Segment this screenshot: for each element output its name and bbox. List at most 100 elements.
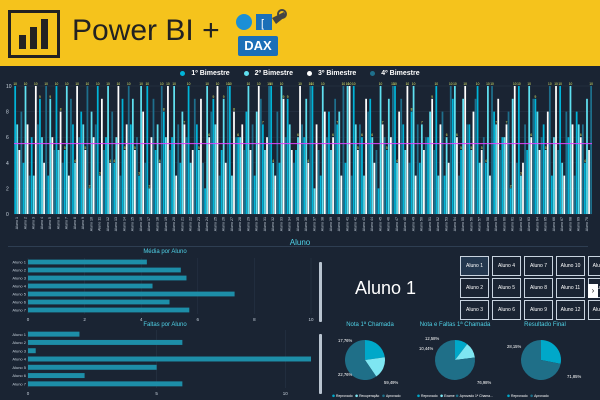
first-call-grade-absences-pie-chart[interactable]: 10,44% 12,58% 76,98% Reprovado Exame Aprovado… [415, 328, 505, 400]
pie-slice-2 [521, 340, 561, 380]
bar-3-47 [398, 111, 401, 214]
bar-1-44 [369, 98, 372, 214]
pie-slice-1 [365, 340, 385, 360]
bar-3-13 [117, 86, 120, 214]
data-label: 10 [463, 82, 467, 86]
bar-2-40 [338, 111, 341, 214]
slicer-button[interactable]: Aluno 11 [556, 278, 585, 298]
x-tick-label: Aluno 62 [519, 217, 523, 231]
avg-chart-scrollbar[interactable] [319, 262, 322, 322]
bar-2-52 [437, 175, 440, 214]
bar-4-58 [491, 86, 493, 214]
banner: Power BI + [ DAX [0, 0, 600, 66]
bar-2-49 [412, 86, 415, 214]
y-tick-label: Aluno 6 [12, 300, 26, 305]
data-label: 6 [237, 133, 239, 137]
legend-item-2[interactable]: 2º Bimestre [241, 70, 296, 77]
pie-legend-dot [507, 394, 510, 398]
bar-3-46 [390, 137, 392, 214]
bar-4-52 [441, 111, 444, 214]
bar-2-19 [164, 137, 167, 214]
data-label: 10 [490, 82, 494, 86]
final-result-pie-chart[interactable]: 28,15% 71,85% Reprovado Aprovado [505, 328, 595, 400]
bar-3-63 [530, 137, 533, 214]
data-label: 10 [548, 82, 552, 86]
x-tick-label: Aluno 13 [114, 217, 118, 231]
x-tick-label: Aluno 69 [577, 217, 581, 231]
bar-1-28 [237, 137, 239, 214]
x-tick-label: Aluno 59 [494, 217, 498, 231]
data-label: 4 [74, 159, 76, 163]
data-label: 10 [554, 82, 558, 86]
bar-4-35 [301, 124, 303, 214]
slicer-button[interactable]: Aluno 2 [460, 278, 489, 298]
data-label: 10 [55, 82, 59, 86]
slicer-button[interactable]: Aluno 13 [588, 256, 600, 276]
absences-chart-scrollbar[interactable] [319, 334, 322, 394]
pie3-title: Resultado Final [524, 322, 566, 328]
data-label: 5 [470, 146, 472, 150]
slicer-button[interactable]: Aluno 8 [524, 278, 553, 298]
first-call-grade-pie-chart[interactable]: 22,76% 17,76% 59,49% Reprovado Recuperação Ap… [330, 328, 415, 400]
bar-1-70 [584, 162, 586, 214]
data-label: 10 [346, 82, 350, 86]
bar-4-17 [152, 98, 155, 214]
data-label: 8 [233, 108, 235, 112]
bar-3-8 [76, 86, 78, 214]
bar-3-48 [406, 86, 409, 214]
bar-1-68 [567, 137, 570, 214]
bar-4-33 [284, 137, 287, 214]
bar-1-17 [146, 86, 149, 214]
x-tick-label: Aluno 24 [205, 217, 209, 231]
pie-legend-dot [355, 394, 358, 398]
bar-1-16 [138, 175, 140, 214]
data-label: 4 [485, 159, 487, 163]
bar-2-69 [577, 124, 580, 214]
legend-item-3[interactable]: 3º Bimestre [304, 70, 359, 77]
hbar-5 [28, 364, 157, 370]
bar-1-22 [187, 86, 190, 214]
pie-data-label: 76,98% [477, 380, 491, 385]
legend-item-1[interactable]: 1º Bimestre [177, 70, 232, 77]
data-label: 5 [84, 146, 86, 150]
slicer-button[interactable]: Aluno 1 [460, 256, 489, 276]
x-tick-label: Aluno 52 [436, 217, 440, 231]
slicer-button[interactable]: Aluno 7 [524, 256, 553, 276]
slicer-button[interactable]: Aluno 6 [492, 300, 521, 320]
x-tick-label: Aluno 60 [502, 217, 506, 231]
legend-item-4[interactable]: 4º Bimestre [367, 70, 422, 77]
bar-1-59 [493, 111, 495, 214]
slicer-button[interactable]: Aluno 15 [588, 300, 600, 320]
average-per-student-bar-chart[interactable]: 0 2 4 6 8 10 Aluno 1 Aluno 2 Aluno 3 Aluno 4 Aluno… [6, 256, 318, 322]
data-label: 10 [13, 82, 17, 86]
slicer-button[interactable]: Aluno 4 [492, 256, 521, 276]
x-tick-label: Aluno 7 [65, 217, 69, 229]
bar-1-11 [96, 86, 99, 214]
slicer-button[interactable]: Aluno 3 [460, 300, 489, 320]
bar-2-62 [520, 175, 522, 214]
bar-3-27 [233, 111, 235, 214]
bar-1-37 [311, 86, 314, 214]
slicer-button[interactable]: Aluno 9 [524, 300, 553, 320]
bar-1-5 [47, 175, 50, 214]
absences-per-student-bar-chart[interactable]: 0 5 10 Aluno 1 Aluno 2 Aluno 3 Aluno 4 Aluno 5 A… [6, 328, 318, 396]
x-tick-label: Aluno 50 [420, 217, 424, 231]
bar-4-59 [499, 150, 502, 214]
y-tick-label: Aluno 2 [12, 268, 26, 273]
hbar-3 [28, 348, 36, 354]
bar-2-36 [305, 98, 308, 214]
data-label: 10 [117, 82, 121, 86]
data-label: 5 [460, 146, 462, 150]
bar-3-53 [447, 162, 450, 214]
bar-3-45 [381, 124, 384, 214]
bar-1-21 [179, 162, 182, 214]
slicer-button[interactable]: Aluno 12 [556, 300, 585, 320]
chevron-right-icon[interactable]: › [588, 284, 598, 298]
bar-4-53 [449, 86, 452, 214]
slicer-button[interactable]: Aluno 10 [556, 256, 585, 276]
bar-3-16 [142, 111, 145, 214]
x-tick-label: Aluno 2 [23, 217, 27, 229]
slicer-button[interactable]: Aluno 5 [492, 278, 521, 298]
bar-1-34 [286, 98, 289, 214]
